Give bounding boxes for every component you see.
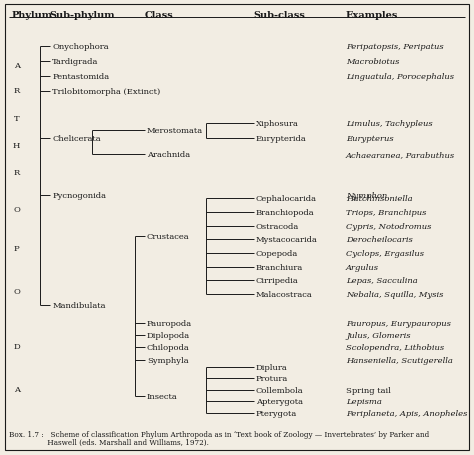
Text: Sub-class: Sub-class [254, 11, 305, 20]
Text: Merostomata: Merostomata [147, 127, 203, 135]
Text: Lepisma: Lepisma [346, 397, 382, 405]
Text: Scolopendra, Lithobius: Scolopendra, Lithobius [346, 344, 444, 352]
Text: Triops, Branchipus: Triops, Branchipus [346, 208, 427, 217]
Text: Spring tail: Spring tail [346, 386, 391, 394]
Text: Pauropus, Eurypauropus: Pauropus, Eurypauropus [346, 319, 451, 327]
Text: Diplopoda: Diplopoda [147, 331, 190, 339]
Text: Xiphosura: Xiphosura [256, 120, 299, 128]
Text: O: O [13, 205, 20, 213]
Text: Pycnogonida: Pycnogonida [52, 192, 106, 200]
Text: Nymphon: Nymphon [346, 192, 387, 200]
Text: Onychophora: Onychophora [52, 43, 109, 51]
Text: Linguatula, Porocephalus: Linguatula, Porocephalus [346, 73, 454, 81]
Text: D: D [13, 342, 20, 350]
Text: A: A [14, 62, 19, 70]
Text: Ostracoda: Ostracoda [256, 222, 299, 230]
Text: A: A [14, 385, 19, 393]
Text: P: P [14, 244, 19, 252]
Text: Apterygota: Apterygota [256, 397, 303, 405]
Text: O: O [13, 287, 20, 295]
Text: Hanseniella, Scutigerella: Hanseniella, Scutigerella [346, 356, 453, 364]
Text: Chelicerata: Chelicerata [52, 135, 101, 143]
Text: Collembola: Collembola [256, 386, 303, 394]
Text: Class: Class [145, 11, 173, 20]
Text: Mystacocarida: Mystacocarida [256, 236, 318, 244]
Text: Eurypterus: Eurypterus [346, 135, 393, 143]
Text: Symphyla: Symphyla [147, 356, 189, 364]
Text: Chilopoda: Chilopoda [147, 344, 190, 352]
Text: Cephalocarida: Cephalocarida [256, 195, 317, 203]
Text: Cyclops, Ergasilus: Cyclops, Ergasilus [346, 249, 424, 258]
Text: Nebalia, Squilla, Mysis: Nebalia, Squilla, Mysis [346, 290, 443, 298]
Text: Branchiopoda: Branchiopoda [256, 208, 315, 217]
Text: Branchiura: Branchiura [256, 263, 303, 271]
Text: H: H [13, 142, 20, 150]
Text: Tardigrada: Tardigrada [52, 58, 99, 66]
Text: Periplaneta, Apis, Anopheles: Periplaneta, Apis, Anopheles [346, 409, 467, 417]
Text: Achaearanea, Parabuthus: Achaearanea, Parabuthus [346, 151, 455, 159]
Text: Hutchinsoniella: Hutchinsoniella [346, 195, 413, 203]
Text: Pentastomida: Pentastomida [52, 73, 109, 81]
Text: Mandibulata: Mandibulata [52, 301, 106, 309]
Text: Pauropoda: Pauropoda [147, 319, 192, 327]
Text: Arachnida: Arachnida [147, 151, 190, 159]
Text: Protura: Protura [256, 374, 288, 383]
Text: Trilobitomorpha (Extinct): Trilobitomorpha (Extinct) [52, 88, 160, 96]
Text: Malacostraca: Malacostraca [256, 290, 313, 298]
Text: Cirripedia: Cirripedia [256, 277, 299, 285]
Text: Examples: Examples [346, 11, 398, 20]
Text: Diplura: Diplura [256, 363, 288, 371]
Text: Lepas, Sacculina: Lepas, Sacculina [346, 277, 418, 285]
Text: Sub-phylum: Sub-phylum [50, 11, 115, 20]
Text: Phylum: Phylum [12, 11, 53, 20]
Text: Derocheilocaris: Derocheilocaris [346, 236, 413, 244]
Text: Argulus: Argulus [346, 263, 379, 271]
Text: Crustacea: Crustacea [147, 233, 190, 241]
Text: Peripatopsis, Peripatus: Peripatopsis, Peripatus [346, 43, 444, 51]
Text: Julus, Glomeris: Julus, Glomeris [346, 331, 410, 339]
Text: Eurypterida: Eurypterida [256, 135, 307, 143]
Text: Haswell (eds. Marshall and Williams, 1972).: Haswell (eds. Marshall and Williams, 197… [9, 438, 210, 446]
Text: Copepoda: Copepoda [256, 249, 298, 258]
Text: Pterygota: Pterygota [256, 409, 297, 417]
Text: R: R [13, 169, 20, 177]
Text: T: T [14, 114, 19, 122]
Text: R: R [13, 87, 20, 95]
Text: Cypris, Notodromus: Cypris, Notodromus [346, 222, 431, 230]
Text: Limulus, Tachypleus: Limulus, Tachypleus [346, 120, 433, 128]
Text: Insecta: Insecta [147, 392, 178, 400]
Text: Macrobiotus: Macrobiotus [346, 58, 400, 66]
Text: Box. 1.7 :   Scheme of classification Phylum Arthropoda as in ‘Text book of Zool: Box. 1.7 : Scheme of classification Phyl… [9, 430, 430, 438]
